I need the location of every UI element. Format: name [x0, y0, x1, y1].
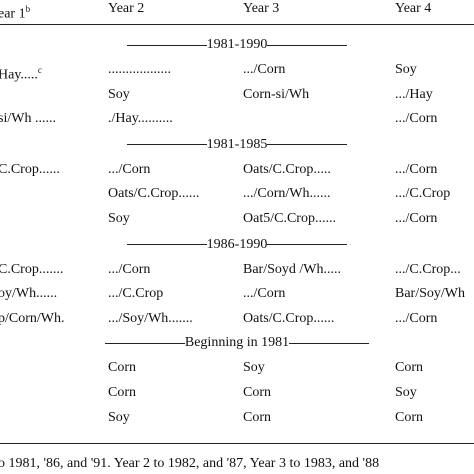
footnote: o 1981, '86, and '91. Year 2 to 1982, an… [0, 456, 380, 471]
table-cell: Soy [108, 86, 130, 102]
table-cell: .................. [108, 62, 171, 77]
column-header: Year 2 [108, 1, 144, 17]
table-cell: Soy [395, 385, 417, 400]
table-cell: Oat5/C.Crop...... [243, 211, 336, 226]
table-cell: .../Corn [395, 161, 438, 177]
table-cell: ./Hay.......... [108, 111, 173, 127]
section-heading: 1981-1990 [0, 37, 474, 53]
header-note: b [25, 4, 31, 14]
dash-right [289, 342, 370, 344]
table-cell: .../C.Crop [108, 286, 164, 302]
table-cell: Corn [395, 409, 423, 425]
table-cell: Oats/C.Crop...... [243, 310, 335, 326]
table-cell: .../Soy/Wh....... [108, 310, 193, 326]
section-label: 1981-1985 [206, 136, 268, 152]
table-cell: .../Corn [108, 261, 151, 277]
column-header: Year 3 [243, 1, 279, 17]
table-cell: .../C.Crop [395, 186, 451, 202]
table-cell: .../Corn [395, 111, 438, 127]
table-cell: Soy [395, 62, 417, 77]
table-cell: .../Corn [395, 310, 438, 326]
table-cell: Corn [243, 385, 271, 400]
dash-right [267, 144, 348, 146]
table-cell: Corn [395, 360, 423, 376]
table-cell: Soy [243, 360, 265, 376]
section-label: Beginning in 1981 [184, 335, 290, 351]
dash-right [267, 244, 348, 246]
table-cell: Corn [108, 360, 136, 376]
bottom-rule [0, 443, 474, 444]
header-text: ear 1 [0, 6, 26, 22]
table-cell: p/Corn/Wh. [0, 310, 65, 326]
table-cell: .../Corn/Wh...... [243, 186, 331, 202]
column-header: ear 1b [0, 1, 30, 23]
header-rule [0, 24, 474, 25]
dash-right [267, 44, 348, 46]
table-cell: .../Corn [243, 62, 286, 77]
header-text: Year 2 [108, 1, 145, 16]
dash-left [104, 342, 185, 344]
table-cell: .../Hay [395, 86, 433, 102]
table-cell: Oats/C.Crop..... [243, 161, 331, 177]
table-cell: Corn [108, 385, 136, 400]
column-header: Year 4 [395, 1, 431, 17]
section-label: 1986-1990 [206, 236, 268, 252]
section-heading: Beginning in 1981 [0, 335, 474, 351]
dash-left [126, 44, 207, 46]
table-cell: Bar/Soy/Wh [395, 286, 465, 302]
table-cell: .../Corn [108, 161, 151, 177]
table-cell: Soy [108, 211, 130, 226]
table-cell: Soy [108, 409, 130, 425]
header-text: Year 3 [243, 1, 280, 16]
cell-text: Hay..... [0, 67, 38, 83]
dash-left [126, 144, 207, 146]
section-heading: 1981-1985 [0, 137, 474, 153]
footnote-mark: c [37, 65, 42, 75]
table-cell: si/Wh ...... [0, 111, 56, 127]
table-cell: C.Crop....... [0, 261, 64, 277]
section-label: 1981-1990 [206, 37, 268, 52]
table-cell: Oats/C.Crop...... [108, 186, 200, 202]
dash-left [126, 244, 207, 246]
table-cell: C.Crop...... [0, 161, 60, 177]
table-cell: Hay.....c [0, 62, 42, 84]
table-cell: Bar/Soyd /Wh..... [243, 261, 341, 277]
table-cell: .../Corn [243, 286, 286, 302]
table-cell: Corn [243, 409, 271, 425]
table-cell: Corn-si/Wh [243, 86, 310, 102]
table-cell: .../C.Crop... [395, 261, 461, 277]
table-cell: .../Corn [395, 211, 438, 226]
header-text: Year 4 [395, 1, 432, 16]
table-cell: oy/Wh...... [0, 286, 58, 302]
section-heading: 1986-1990 [0, 237, 474, 253]
